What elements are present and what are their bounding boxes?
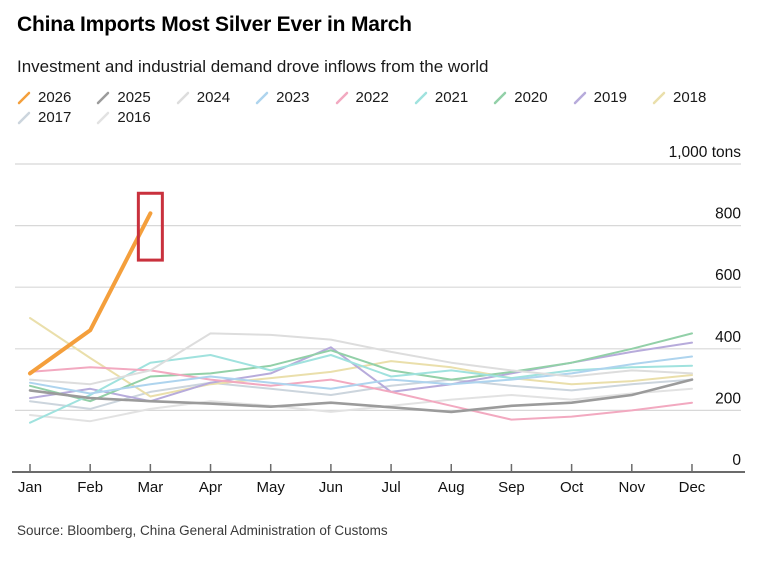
legend-label: 2024 [196, 89, 231, 106]
x-axis-label: Apr [199, 479, 222, 496]
legend-label: 2017 [38, 109, 72, 126]
y-axis-label: 1,000 tons [669, 144, 742, 161]
legend-label: 2018 [673, 89, 707, 106]
y-axis-label: 200 [715, 390, 741, 407]
series-line-2019 [29, 341, 693, 403]
legend-item-2019: 2019 [573, 89, 627, 106]
series-line-2020 [29, 332, 693, 403]
x-axis-label: Jul [381, 479, 400, 496]
series-line-2017 [29, 378, 693, 410]
legend-item-2017: 2017 [17, 109, 71, 126]
legend-swatch-icon [97, 91, 110, 104]
legend-swatch-icon [17, 111, 31, 124]
x-axis-label: Nov [618, 479, 645, 496]
legend-label: 2020 [514, 89, 548, 106]
legend-swatch-icon [414, 91, 428, 104]
x-axis-label: Oct [560, 479, 584, 496]
x-axis-label: Aug [438, 479, 465, 496]
legend-item-2024: 2024 [176, 89, 230, 106]
y-axis-label: 0 [732, 452, 741, 469]
legend-swatch-icon [494, 91, 507, 104]
legend-item-2025: 2025 [96, 89, 151, 106]
series-line-2025 [28, 378, 694, 414]
y-axis-label: 400 [715, 329, 741, 346]
chart-title: China Imports Most Silver Ever in March [17, 13, 412, 36]
source-attribution: Source: Bloomberg, China General Adminis… [17, 523, 388, 538]
legend-label: 2023 [276, 89, 310, 106]
legend-item-2022: 2022 [335, 89, 389, 106]
legend-swatch-icon [176, 91, 189, 104]
chart-legend: 2026 2025 2024 2023 2022 2021 2020 2019 2018 2017… [17, 89, 753, 126]
x-axis-label: Sep [498, 479, 525, 496]
series-line-2026 [28, 211, 153, 376]
line-chart: 0 200 400 600 800 1,000 tons Jan Feb Mar Apr May Ju… [12, 144, 745, 496]
series-line-2021 [29, 354, 693, 424]
legend-item-2018: 2018 [652, 89, 706, 106]
legend-label: 2019 [593, 89, 627, 106]
legend-label: 2026 [38, 89, 72, 106]
x-axis-label: Dec [679, 479, 706, 496]
legend-swatch-icon [255, 91, 269, 104]
legend-swatch-icon [652, 91, 666, 104]
series-line-2023 [29, 355, 693, 395]
legend-label: 2016 [117, 109, 151, 126]
legend-swatch-icon [17, 91, 31, 104]
legend-label: 2021 [434, 89, 469, 106]
series-line-2024 [29, 332, 693, 386]
legend-item-2023: 2023 [255, 89, 310, 106]
x-axis-label: Jan [18, 479, 42, 496]
legend-item-2020: 2020 [493, 89, 548, 106]
record-highlight-box [136, 191, 164, 262]
legend-label: 2022 [355, 89, 389, 106]
y-axis-label: 600 [715, 267, 741, 284]
legend-swatch-icon [335, 91, 348, 104]
legend-swatch-icon [573, 91, 586, 104]
x-axis-label: Mar [137, 479, 163, 496]
legend-item-2021: 2021 [414, 89, 468, 106]
series-line-2022 [29, 366, 693, 421]
legend-item-2026: 2026 [17, 89, 71, 106]
series-line-2016 [29, 387, 693, 423]
x-axis-label: Feb [77, 479, 103, 496]
x-axis-label: May [257, 479, 286, 496]
legend-item-2016: 2016 [96, 109, 151, 126]
y-axis-label: 800 [715, 206, 741, 223]
chart-subtitle: Investment and industrial demand drove i… [17, 57, 489, 76]
legend-label: 2025 [117, 89, 151, 106]
x-axis-label: Jun [319, 479, 343, 496]
legend-swatch-icon [97, 111, 110, 124]
